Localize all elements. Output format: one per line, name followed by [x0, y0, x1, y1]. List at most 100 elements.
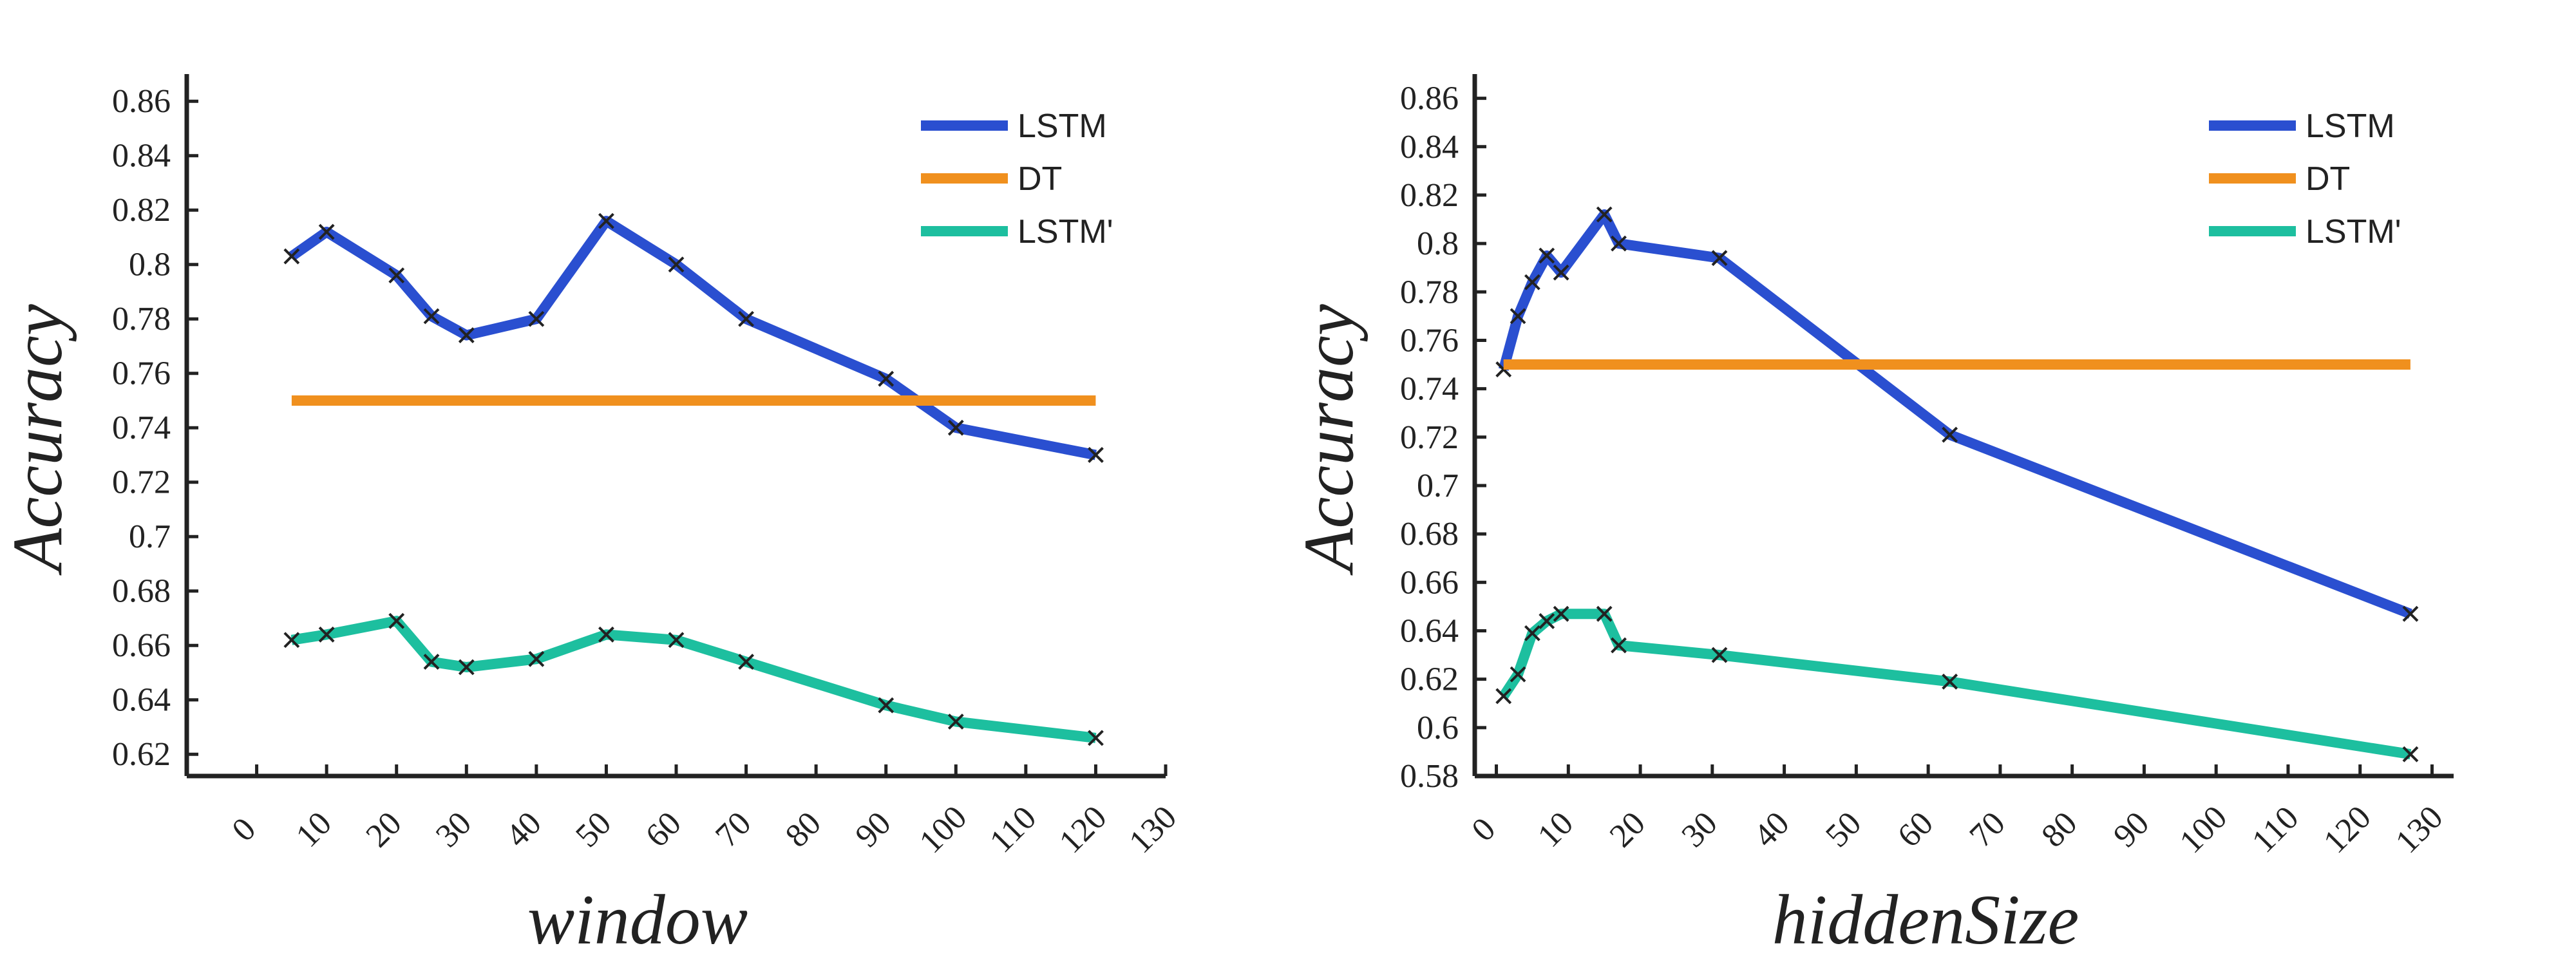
y-tick-label: 0.62 [1400, 661, 1459, 698]
x-tick-label: 90 [2107, 805, 2156, 855]
data-point-marker [1711, 647, 1728, 663]
x-tick-label: 10 [289, 805, 339, 855]
data-point-marker [1553, 264, 1569, 281]
x-tick-label: 30 [429, 805, 478, 855]
legend-label: LSTM' [1018, 213, 1113, 251]
data-point-marker [1524, 274, 1540, 290]
legend-label: LSTM [2306, 108, 2395, 145]
x-tick-label: 0 [1465, 811, 1503, 849]
data-point-marker [318, 223, 335, 240]
data-point-marker [458, 327, 475, 343]
data-point-marker [1539, 613, 1555, 629]
y-tick-label: 0.62 [112, 736, 171, 773]
x-tick-label: 130 [1122, 799, 1184, 860]
data-point-marker [738, 654, 754, 670]
data-point-marker [388, 267, 405, 284]
y-tick-label: 0.74 [112, 410, 171, 446]
data-point-marker [1510, 308, 1526, 325]
legend-label: DT [2306, 160, 2350, 198]
series-line-lstm [1499, 609, 2412, 760]
series-line-lstm [1498, 209, 2412, 619]
data-point-marker [283, 632, 300, 649]
x-tick-label: 120 [1052, 799, 1113, 860]
x-tick-label: 40 [1747, 805, 1796, 855]
x-tick-label: 130 [2389, 799, 2450, 860]
series-line-lstm [290, 616, 1097, 743]
data-point-marker [1596, 206, 1613, 223]
y-tick-label: 0.7 [129, 518, 171, 555]
data-point-marker [878, 697, 895, 714]
data-point-marker [598, 626, 614, 643]
y-tick-label: 0.8 [1417, 225, 1459, 262]
data-point-marker [283, 248, 300, 265]
data-point-marker [1711, 250, 1728, 267]
y-axis-title: Accuracy [0, 304, 77, 576]
y-tick-label: 0.84 [112, 138, 171, 175]
x-tick-label: 30 [1675, 805, 1725, 855]
x-tick-label: 50 [569, 805, 618, 855]
x-axis-title: window [527, 880, 748, 959]
data-point-marker [738, 310, 754, 327]
y-tick-label: 0.68 [1400, 516, 1459, 553]
data-point-marker [1524, 625, 1540, 641]
x-tick-label: 90 [849, 805, 898, 855]
data-point-marker [458, 659, 475, 676]
data-point-marker [1942, 673, 1958, 690]
y-tick-label: 0.82 [1400, 177, 1459, 214]
x-tick-label: 0 [225, 811, 263, 849]
data-point-marker [1611, 235, 1627, 252]
y-tick-label: 0.82 [112, 192, 171, 229]
x-tick-label: 120 [2316, 799, 2378, 860]
y-tick-label: 0.76 [112, 355, 171, 392]
left-chart-panel: 0.62 0.64 0.66 0.68 0.7 0.72 0.74 0.76 0.78 0.8 0.… [0, 74, 1184, 959]
y-tick-label: 0.78 [1400, 274, 1459, 310]
data-point-marker [1942, 426, 1958, 443]
y-tick-label: 0.74 [1400, 371, 1459, 408]
y-tick-label: 0.6 [1417, 710, 1459, 746]
y-tick-label: 0.84 [1400, 129, 1459, 166]
data-point-marker [1510, 666, 1526, 683]
x-tick-label: 80 [2034, 805, 2084, 855]
y-tick-label: 0.76 [1400, 322, 1459, 359]
data-point-marker [1539, 247, 1555, 264]
data-point-marker [947, 419, 964, 436]
y-tick-label: 0.72 [1400, 419, 1459, 456]
data-point-marker [528, 310, 545, 327]
y-tick-label: 0.7 [1417, 468, 1459, 504]
x-tick-label: 70 [708, 805, 758, 855]
data-point-marker [388, 612, 405, 629]
y-tick-label: 0.86 [1400, 80, 1459, 117]
y-tick-label: 0.72 [112, 464, 171, 501]
y-tick-label: 0.86 [112, 83, 171, 120]
data-point-marker [668, 256, 685, 273]
legend-label: DT [1018, 160, 1062, 198]
data-point-marker [318, 626, 335, 643]
x-tick-label: 110 [983, 799, 1043, 860]
data-point-marker [2402, 746, 2419, 762]
y-tick-label: 0.64 [112, 682, 171, 719]
data-point-marker [598, 213, 614, 229]
x-tick-label: 100 [2173, 799, 2234, 860]
x-tick-label: 60 [1891, 805, 1940, 855]
y-tick-label: 0.58 [1400, 758, 1459, 795]
x-tick-label: 10 [1531, 805, 1580, 855]
data-point-marker [668, 632, 685, 649]
data-point-marker [878, 370, 895, 387]
x-tick-label: 20 [1603, 805, 1653, 855]
data-point-marker [1611, 637, 1627, 654]
y-tick-label: 0.66 [112, 627, 171, 664]
y-tick-label: 0.78 [112, 301, 171, 337]
legend-label: LSTM' [2306, 213, 2401, 251]
y-tick-label: 0.68 [112, 573, 171, 610]
data-point-marker [1088, 447, 1104, 463]
right-chart-panel: 0.58 0.6 0.62 0.64 0.66 0.68 0.7 0.72 0.74 0.76 0.… [1289, 74, 2454, 959]
y-tick-label: 0.8 [129, 247, 171, 283]
x-tick-label: 100 [913, 799, 974, 860]
data-point-marker [947, 714, 964, 730]
data-point-marker [423, 308, 440, 325]
x-tick-label: 40 [499, 805, 549, 855]
data-point-marker [1088, 730, 1104, 746]
y-axis-title: Accuracy [1289, 304, 1368, 576]
x-tick-label: 110 [2245, 799, 2306, 860]
